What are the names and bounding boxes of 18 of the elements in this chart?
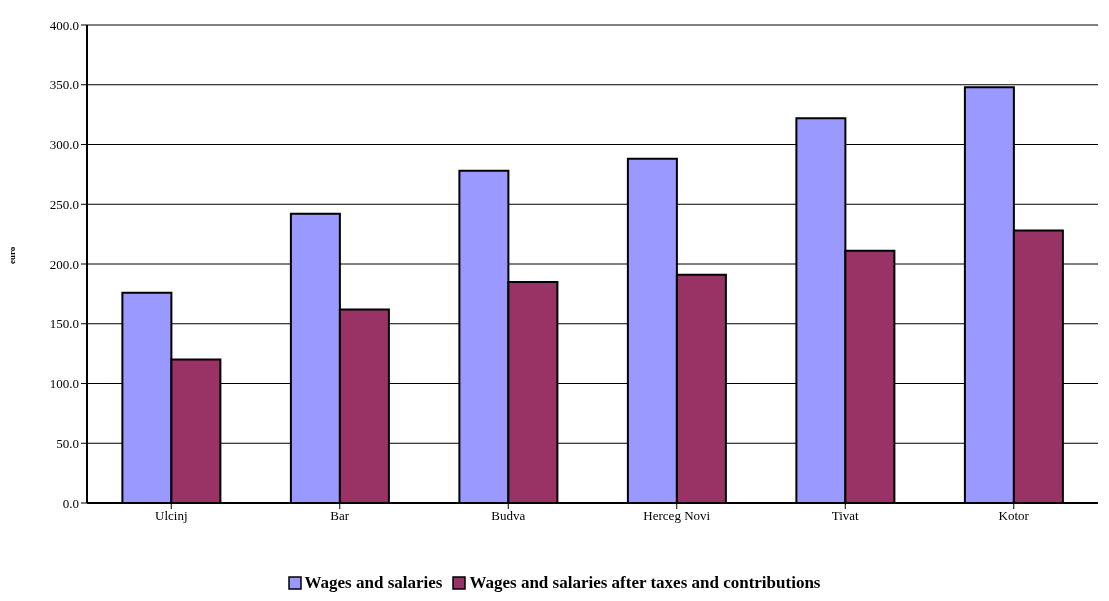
y-tick-label: 350.0 — [49, 77, 79, 93]
x-tick-label: Tivat — [831, 508, 860, 524]
y-tick-label: 200.0 — [49, 256, 79, 272]
y-tick-label: 100.0 — [49, 376, 79, 392]
x-tick-label: Ulcinj — [155, 508, 188, 524]
legend-label: Wages and salaries — [304, 573, 443, 593]
x-tick-label: Kotor — [998, 508, 1030, 524]
y-tick-label: 0.0 — [62, 495, 79, 511]
y-axis-title: euro — [7, 246, 18, 264]
legend-label: Wages and salaries after taxes and contributions — [469, 573, 821, 593]
y-tick-label: 250.0 — [49, 196, 79, 212]
y-tick-label: 300.0 — [49, 137, 79, 153]
x-tick-label: Budva — [491, 508, 526, 524]
y-tick-label: 400.0 — [49, 17, 79, 33]
x-tick-label: Herceg Novi — [643, 508, 711, 524]
x-tick-label: Bar — [330, 508, 350, 524]
y-tick-label: 150.0 — [49, 316, 79, 332]
y-tick-label: 50.0 — [56, 435, 79, 451]
